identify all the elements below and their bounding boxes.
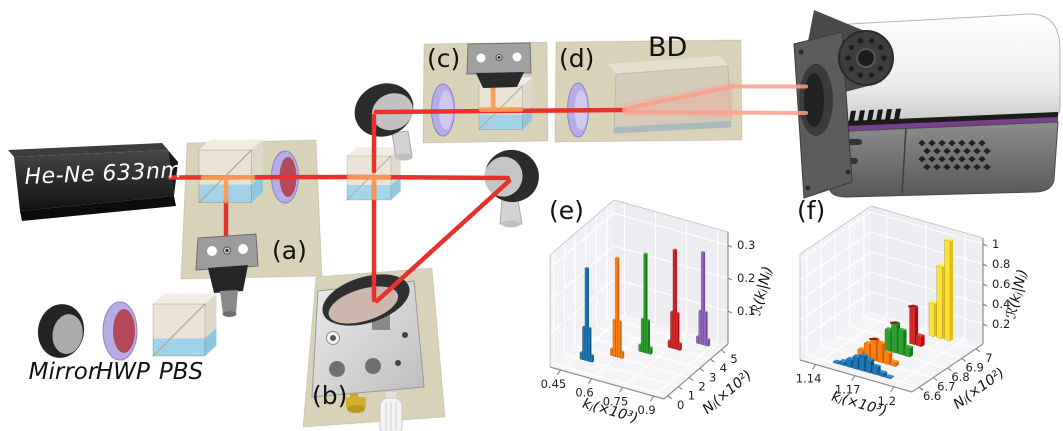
legend-mirror-icon: [37, 304, 85, 358]
panel-label-a: (a): [272, 236, 307, 265]
beam-bd-displaced: [622, 84, 735, 111]
svg-text:0.6: 0.6: [575, 386, 593, 400]
beam-bd-straight: [622, 110, 808, 115]
panel-label-e: (e): [549, 196, 584, 225]
panel-label-f: (f): [797, 196, 826, 225]
legend-pbs-icon: [152, 292, 218, 357]
svg-text:0.75: 0.75: [603, 394, 629, 408]
plot-f-canvas: 1.141.171.2 6.66.76.86.970.20.40.60.81kⱼ(…: [796, 205, 1031, 420]
svg-text:ℛ(kⱼ|Nⱼ): ℛ(kⱼ|Nⱼ): [1003, 268, 1031, 321]
svg-text:0.1: 0.1: [737, 304, 755, 318]
svg-text:1.17: 1.17: [835, 383, 861, 397]
plot-e: 0.45 0.6 0.75 0.9 0 1 2 3 4 5 0.1 0.2 0.3 kⱼ(×10³) Nⱼ(…: [525, 195, 790, 431]
svg-text:6.8: 6.8: [951, 370, 969, 384]
beam-b-to-right-mirror: [374, 178, 512, 304]
svg-text:5: 5: [730, 352, 737, 366]
camera: [793, 10, 1061, 199]
plot-f: 1.14 1.17 1.2 6.6 6.7 6.8 6.9 7 0.2 0.4 0.6 0.8 1 kⱼ(…: [778, 195, 1063, 431]
svg-text:6.9: 6.9: [966, 360, 984, 374]
detector-c: [466, 42, 532, 88]
svg-text:0.8: 0.8: [992, 257, 1010, 271]
pbs-cube-a: [198, 138, 264, 204]
svg-text:1.14: 1.14: [796, 372, 822, 386]
svg-text:1: 1: [992, 237, 999, 251]
camera-hex-vent: [918, 139, 991, 171]
mirror-right-stand: [499, 199, 523, 228]
legend-label-hwp: HWP: [96, 359, 150, 385]
panel-label-b: (b): [312, 381, 348, 410]
bars: [832, 237, 954, 380]
bars: [579, 248, 711, 363]
svg-text:0.4: 0.4: [992, 297, 1010, 311]
legend-label-pbs: PBS: [158, 359, 204, 385]
camera-flange: [838, 30, 894, 86]
mirror-top-stand: [391, 130, 413, 161]
svg-text:3: 3: [709, 370, 716, 384]
tick-labels: 1.14 1.17 1.2 6.66.76.86.97 0.2 0.4 0.6 0.8 1: [796, 237, 1011, 408]
svg-text:6.7: 6.7: [937, 380, 955, 394]
svg-text:1: 1: [688, 389, 695, 403]
svg-text:0.3: 0.3: [737, 238, 755, 252]
panel-label-c: (c): [427, 44, 461, 73]
grid: [549, 202, 729, 397]
bd-label: BD: [648, 32, 688, 63]
svg-text:2: 2: [698, 380, 705, 394]
legend-label-mirror: Mirror: [28, 359, 98, 385]
svg-text:0.45: 0.45: [541, 377, 567, 391]
detector-a: [195, 233, 259, 317]
pane-edges: [549, 199, 729, 400]
legend-hwp-icon: [102, 301, 138, 361]
svg-text:7: 7: [985, 351, 992, 365]
svg-text:0.6: 0.6: [992, 277, 1010, 291]
panel-label-d: (d): [559, 44, 595, 73]
beam-laser-to-main-pbs: [167, 174, 355, 180]
svg-text:4: 4: [720, 361, 727, 375]
svg-text:Nⱼ(×10²): Nⱼ(×10²): [700, 367, 755, 417]
svg-text:0.2: 0.2: [737, 271, 755, 285]
svg-text:6.6: 6.6: [923, 389, 941, 403]
laser: [8, 143, 178, 221]
svg-text:0.9: 0.9: [637, 403, 655, 417]
svg-text:0.2: 0.2: [992, 317, 1010, 331]
svg-text:1.2: 1.2: [878, 394, 896, 408]
svg-text:0: 0: [677, 398, 684, 412]
